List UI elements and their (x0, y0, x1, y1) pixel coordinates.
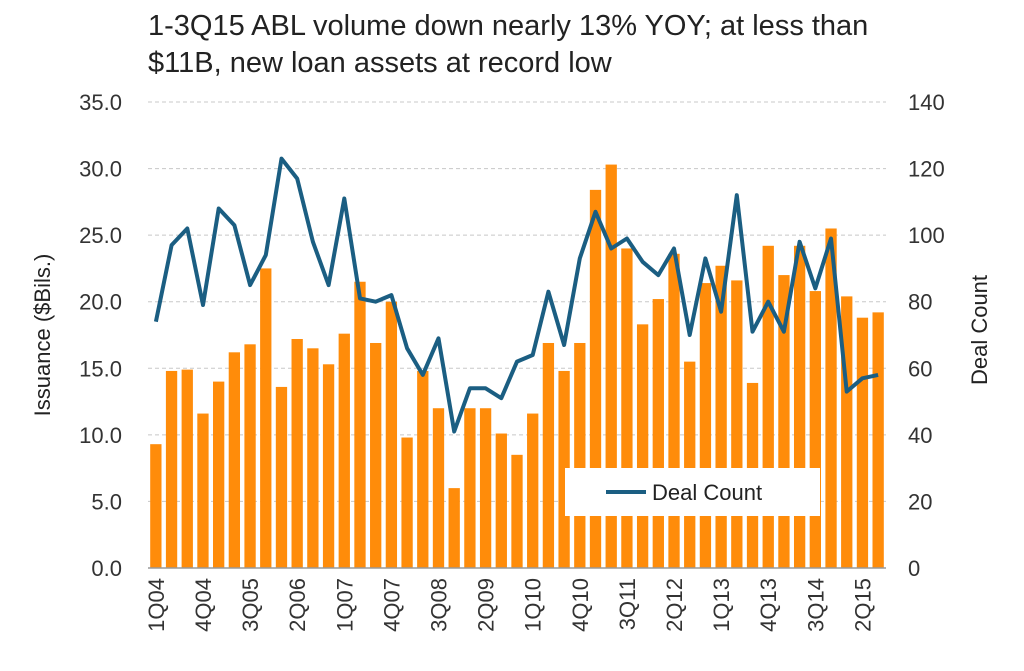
y2-tick-label: 40 (908, 423, 932, 448)
y-tick-label: 5.0 (91, 489, 122, 514)
chart-title: 1-3Q15 ABL volume down nearly 13% YOY; a… (148, 10, 869, 79)
line-series (153, 156, 879, 434)
x-tick-label: 2Q12 (662, 578, 687, 632)
x-tick-label: 3Q11 (615, 578, 640, 630)
bar (684, 361, 696, 568)
x-tick-label: 1Q07 (332, 578, 357, 632)
x-tick-label: 4Q07 (379, 578, 404, 632)
bar (322, 364, 335, 568)
x-tick-label: 1Q04 (144, 578, 169, 632)
x-tick-label: 4Q04 (191, 578, 216, 632)
y-tick-label: 10.0 (79, 423, 122, 448)
bar (338, 333, 350, 568)
bar (307, 348, 319, 568)
bar (275, 386, 288, 568)
bar (228, 352, 241, 568)
bar (244, 344, 256, 568)
y-tick-label: 15.0 (79, 356, 122, 381)
x-tick-label: 1Q10 (521, 578, 546, 632)
bar (574, 342, 586, 568)
x-tick-label: 4Q13 (756, 578, 781, 632)
x-tick-label: 2Q15 (850, 578, 875, 632)
y-axis-title: Issuance ($Bils.) (30, 254, 55, 417)
x-tick-label: 1Q13 (709, 578, 734, 632)
bar (448, 488, 460, 568)
bar (762, 245, 774, 568)
bar (558, 370, 570, 568)
y2-tick-label: 80 (908, 290, 932, 315)
bar (213, 381, 225, 568)
bar (652, 299, 664, 568)
y2-tick-label: 60 (908, 356, 932, 381)
bar (150, 444, 162, 568)
y-tick-label: 35.0 (79, 90, 122, 115)
y2-tick-label: 0 (908, 556, 920, 581)
left-axis-ticks: 0.0 5.0 10.0 15.0 20.0 25.0 30.0 35.0 (79, 90, 122, 581)
bar (479, 408, 492, 568)
bar (699, 283, 712, 568)
bar (841, 296, 853, 568)
bar (825, 228, 837, 568)
bar (511, 454, 523, 568)
bar (621, 248, 633, 568)
bar (291, 338, 303, 568)
bar (589, 189, 602, 569)
bar (668, 253, 680, 569)
x-tick-label: 2Q06 (285, 578, 310, 632)
y2-tick-label: 100 (908, 223, 945, 248)
bar (370, 342, 382, 568)
bar (778, 275, 790, 568)
x-tick-label: 4Q10 (568, 578, 593, 632)
y2-tick-label: 140 (908, 90, 945, 115)
y2-axis-title: Deal Count (967, 275, 992, 385)
y-tick-label: 0.0 (91, 556, 122, 581)
bar (542, 342, 555, 568)
x-tick-label: 3Q08 (427, 578, 452, 632)
bar (432, 408, 445, 568)
bar (495, 433, 507, 568)
gridlines (148, 101, 886, 502)
bar (636, 324, 649, 568)
y-tick-label: 20.0 (79, 290, 122, 315)
bar (260, 268, 272, 568)
y2-tick-label: 20 (908, 489, 932, 514)
bar (464, 408, 476, 568)
y-tick-label: 25.0 (79, 223, 122, 248)
bar (181, 369, 193, 568)
x-tick-label: 3Q05 (238, 578, 263, 632)
legend-label: Deal Count (652, 480, 762, 505)
bar (401, 437, 413, 568)
right-axis-ticks: 0 20 40 60 80 100 120 140 (908, 90, 945, 581)
bar (417, 370, 429, 568)
bar (715, 265, 727, 568)
x-tick-label: 3Q14 (803, 578, 828, 632)
bar (527, 413, 539, 568)
bar (197, 413, 209, 568)
bar (165, 370, 178, 568)
bar (385, 301, 398, 568)
bar (856, 317, 869, 568)
x-axis-ticks: 1Q04 4Q04 3Q05 2Q06 1Q07 4Q07 3Q08 2Q09 1Q10 4Q10… (144, 578, 876, 632)
bar (872, 312, 884, 568)
bar (793, 245, 806, 568)
bar (809, 291, 821, 568)
y-tick-label: 30.0 (79, 157, 122, 182)
bar (731, 280, 743, 568)
legend: Deal Count (565, 468, 820, 516)
bar (605, 164, 617, 568)
bar (354, 281, 366, 568)
bar-series (150, 164, 884, 569)
y2-tick-label: 120 (908, 157, 945, 182)
x-tick-label: 2Q09 (474, 578, 499, 632)
